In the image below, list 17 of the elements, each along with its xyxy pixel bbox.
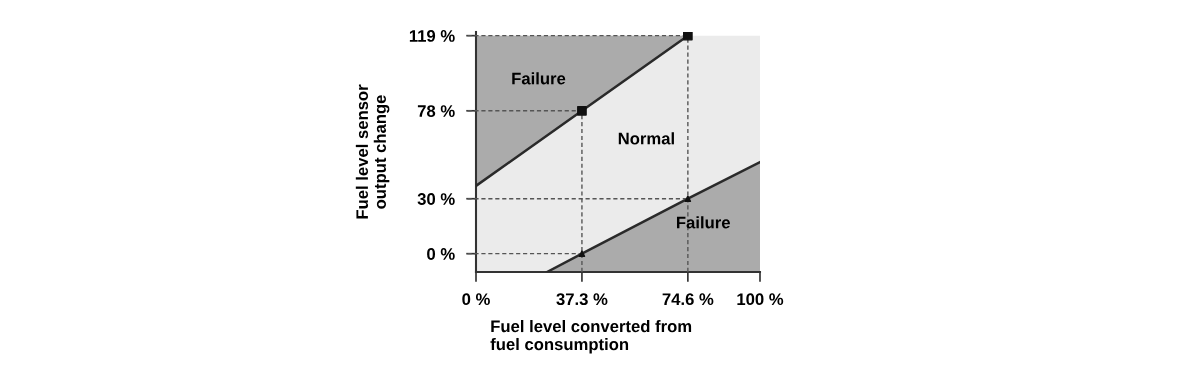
point	[578, 250, 586, 257]
y-tick-label: 119 %	[409, 30, 455, 42]
x-axis-title: Fuel level converted from fuel consumption	[490, 320, 692, 354]
x-tick-label: 37.3 %	[556, 293, 608, 306]
x-tick-label: 100 %	[737, 293, 784, 306]
annotation: Normal	[618, 132, 674, 145]
y-axis-title: Fuel level sensor output change	[355, 84, 390, 219]
y-tick-label: 30 %	[417, 193, 455, 205]
point	[684, 195, 692, 203]
annotation: Failure	[676, 216, 730, 229]
point	[577, 105, 587, 116]
y-tick-label: 0 %	[427, 248, 455, 260]
x-tick-label: 74.6 %	[662, 293, 714, 306]
x-tick-label: 0 %	[462, 293, 490, 306]
y-tick-label: 78 %	[417, 105, 455, 117]
point	[683, 32, 693, 41]
annotation: Failure	[512, 72, 566, 85]
